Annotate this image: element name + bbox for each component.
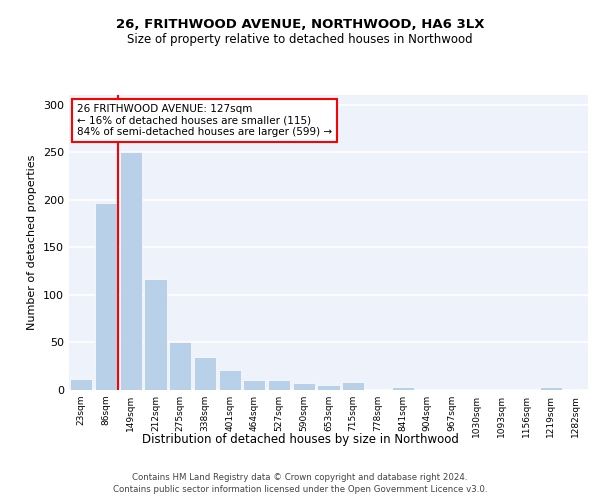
Bar [169, 342, 191, 390]
Bar [70, 378, 92, 390]
Bar [95, 202, 117, 390]
Bar [540, 387, 562, 390]
Text: Distribution of detached houses by size in Northwood: Distribution of detached houses by size … [142, 432, 458, 446]
Text: 26 FRITHWOOD AVENUE: 127sqm
← 16% of detached houses are smaller (115)
84% of se: 26 FRITHWOOD AVENUE: 127sqm ← 16% of det… [77, 104, 332, 137]
Y-axis label: Number of detached properties: Number of detached properties [28, 155, 37, 330]
Text: Size of property relative to detached houses in Northwood: Size of property relative to detached ho… [127, 32, 473, 46]
Text: 26, FRITHWOOD AVENUE, NORTHWOOD, HA6 3LX: 26, FRITHWOOD AVENUE, NORTHWOOD, HA6 3LX [116, 18, 484, 30]
Bar [194, 356, 216, 390]
Bar [268, 380, 290, 390]
Bar [342, 382, 364, 390]
Text: Contains public sector information licensed under the Open Government Licence v3: Contains public sector information licen… [113, 485, 487, 494]
Text: Contains HM Land Registry data © Crown copyright and database right 2024.: Contains HM Land Registry data © Crown c… [132, 472, 468, 482]
Bar [243, 380, 265, 390]
Bar [293, 384, 315, 390]
Bar [392, 387, 414, 390]
Bar [317, 385, 340, 390]
Bar [119, 152, 142, 390]
Bar [145, 278, 167, 390]
Bar [218, 370, 241, 390]
